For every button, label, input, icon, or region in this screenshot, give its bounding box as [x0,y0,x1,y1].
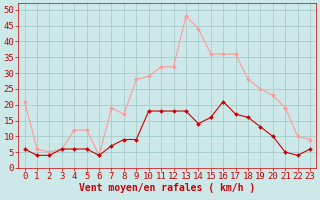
X-axis label: Vent moyen/en rafales ( km/h ): Vent moyen/en rafales ( km/h ) [79,183,255,193]
